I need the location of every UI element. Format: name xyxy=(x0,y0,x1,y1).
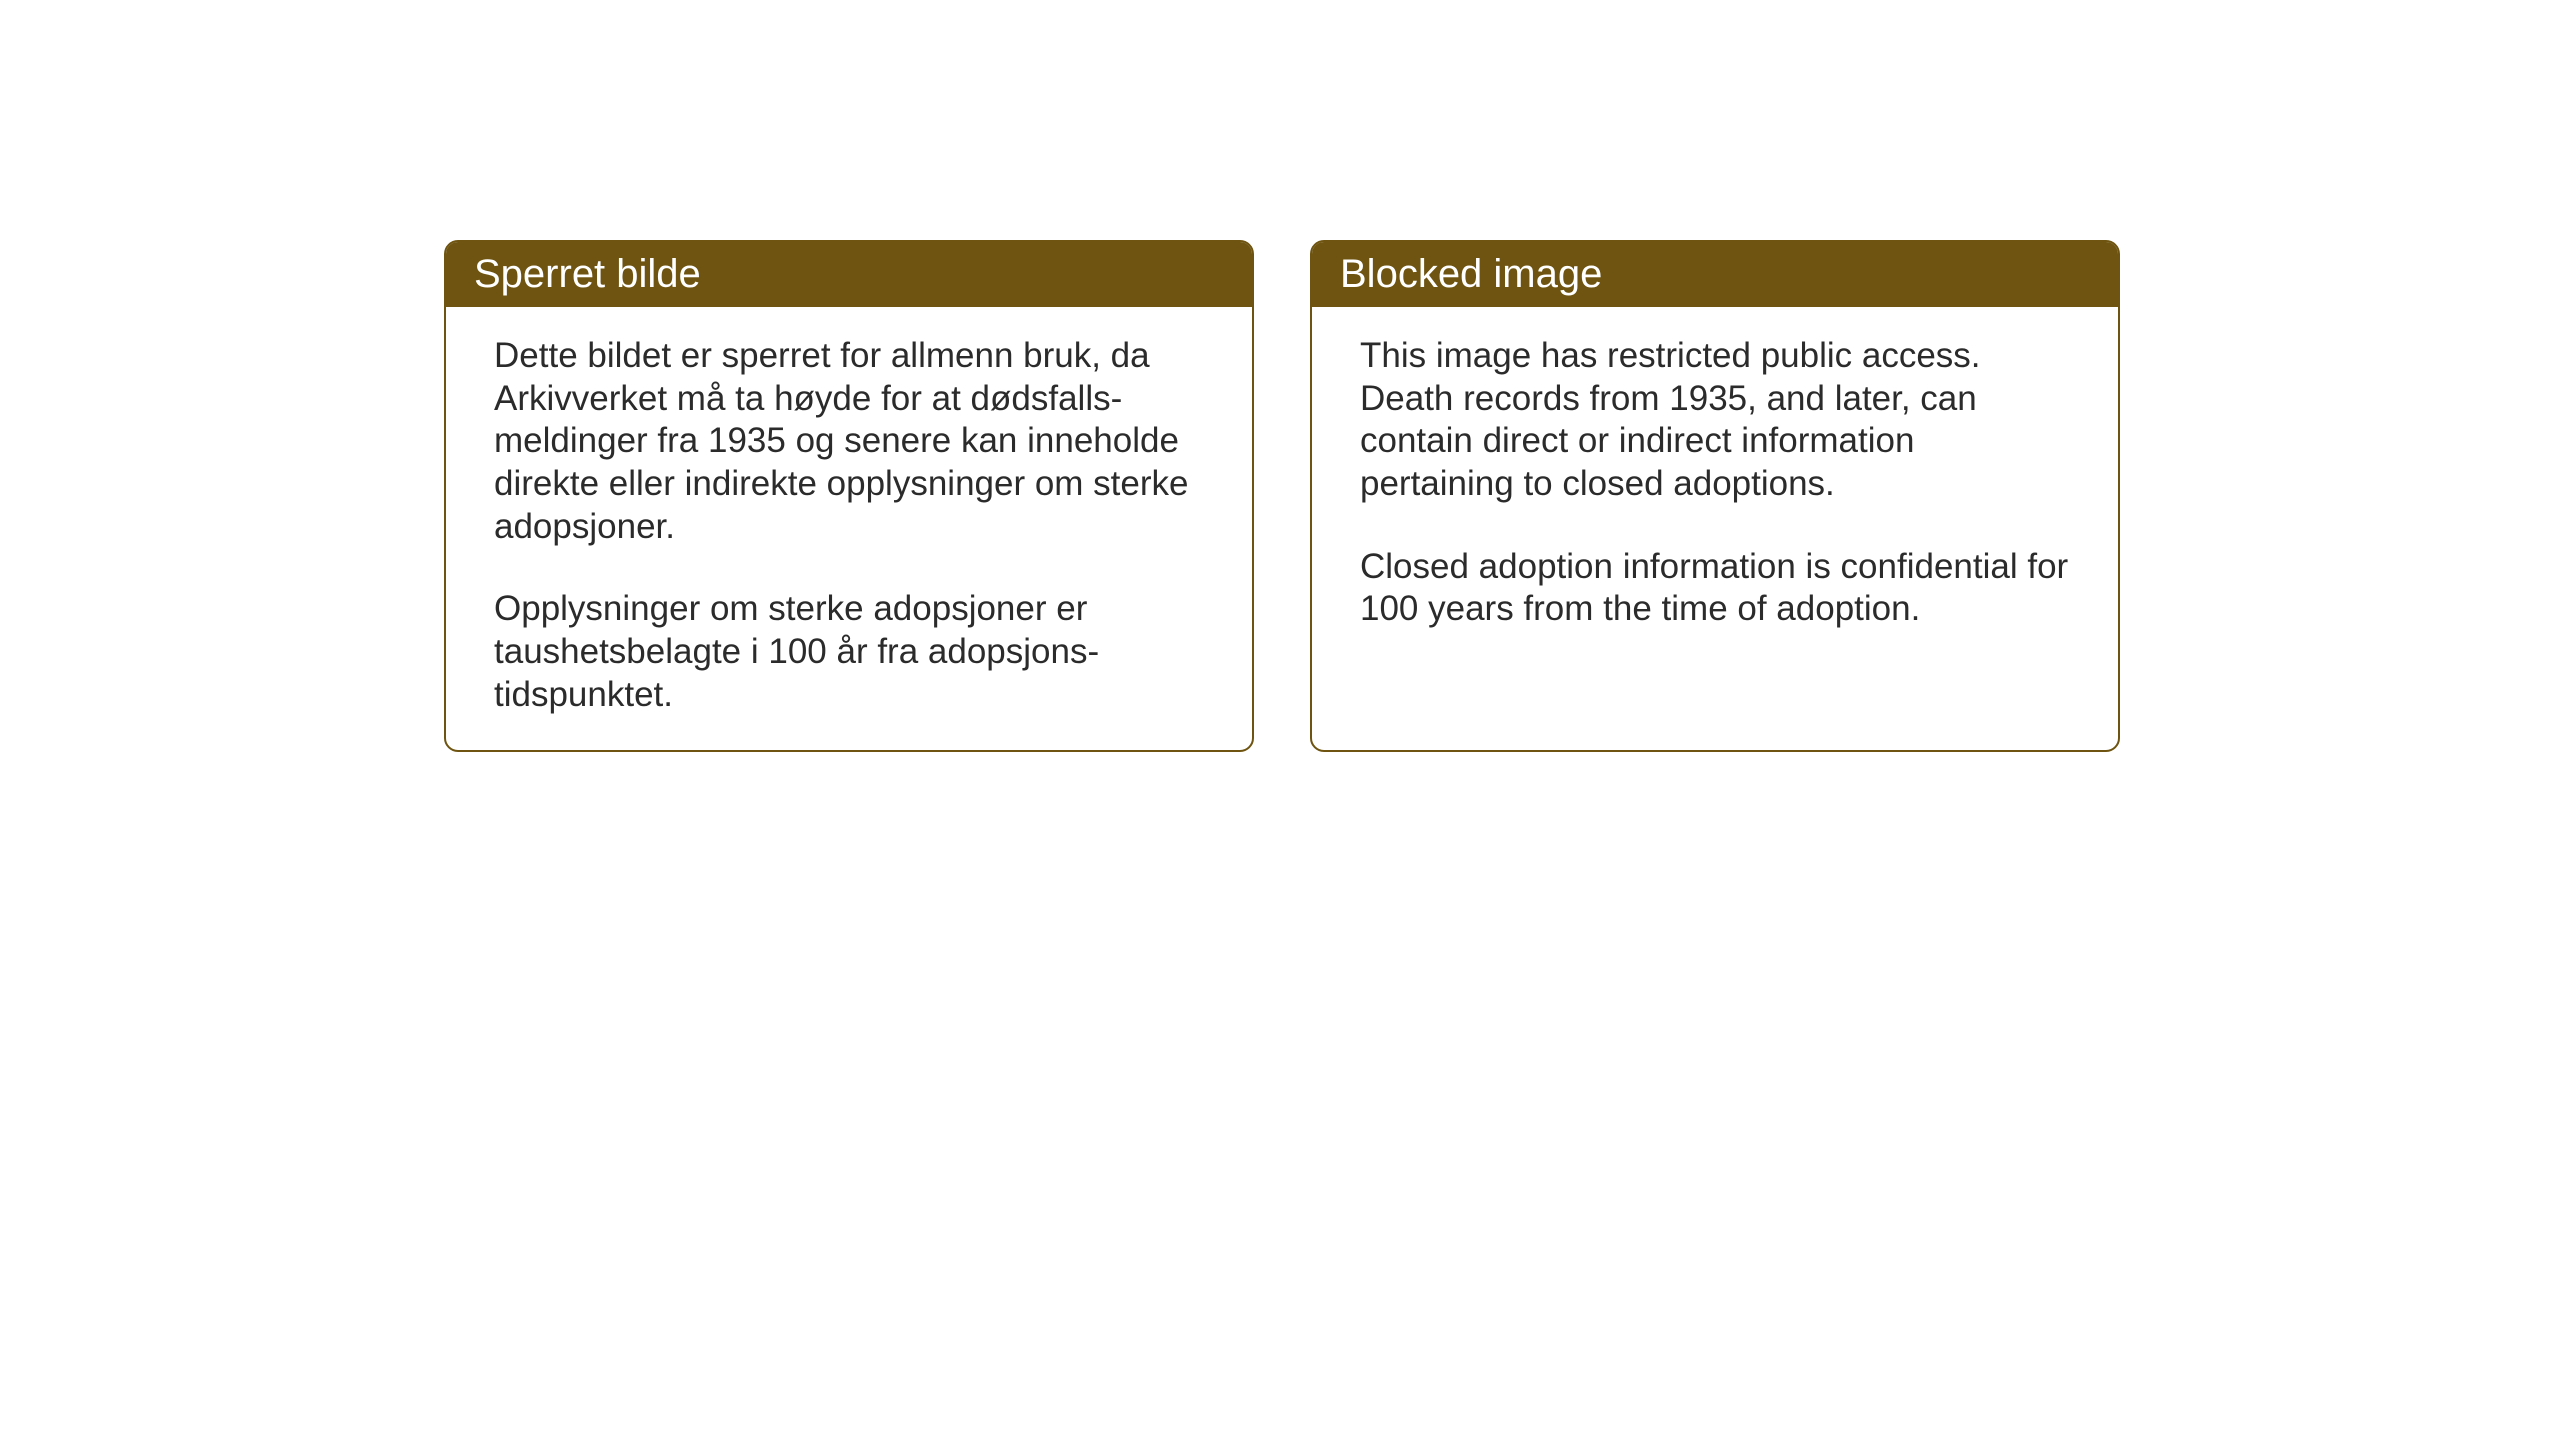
notice-card-norwegian: Sperret bilde Dette bildet er sperret fo… xyxy=(444,240,1254,752)
card-body-english: This image has restricted public access.… xyxy=(1312,307,2118,671)
card-body-norwegian: Dette bildet er sperret for allmenn bruk… xyxy=(446,307,1252,752)
card-title-english: Blocked image xyxy=(1340,252,1602,296)
card-header-norwegian: Sperret bilde xyxy=(446,242,1252,307)
notice-container: Sperret bilde Dette bildet er sperret fo… xyxy=(444,240,2120,752)
paragraph-norwegian-2: Opplysninger om sterke adopsjoner er tau… xyxy=(494,588,1204,716)
notice-card-english: Blocked image This image has restricted … xyxy=(1310,240,2120,752)
paragraph-english-1: This image has restricted public access.… xyxy=(1360,335,2070,506)
card-header-english: Blocked image xyxy=(1312,242,2118,307)
paragraph-norwegian-1: Dette bildet er sperret for allmenn bruk… xyxy=(494,335,1204,548)
paragraph-english-2: Closed adoption information is confident… xyxy=(1360,546,2070,631)
card-title-norwegian: Sperret bilde xyxy=(474,252,701,296)
